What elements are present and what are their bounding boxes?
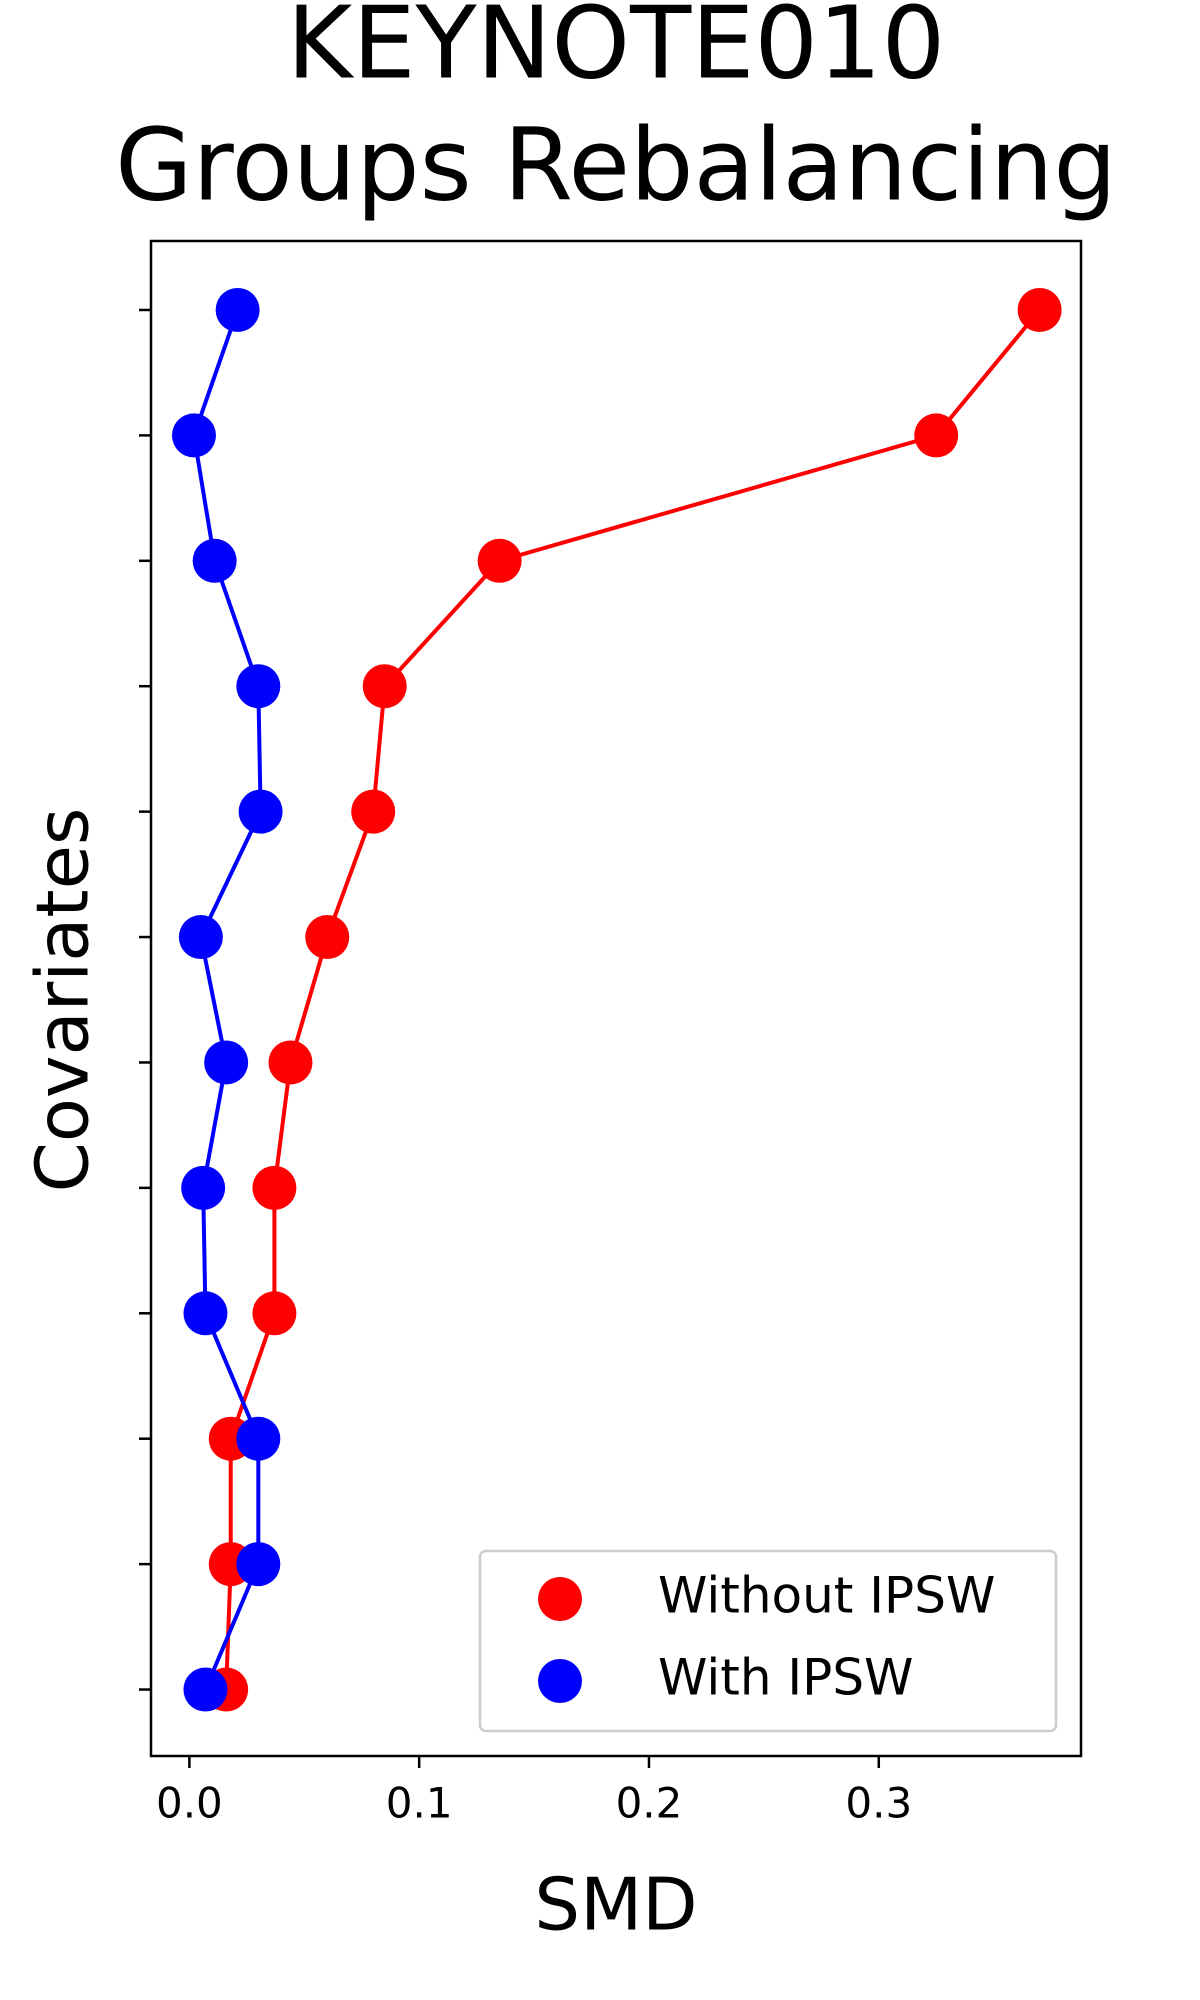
series-point: [171, 413, 216, 458]
series-point: [477, 538, 522, 583]
series-point: [268, 1040, 313, 1085]
plot-frame: [149, 239, 1083, 1758]
series-point: [192, 538, 237, 583]
series-point: [183, 1291, 228, 1336]
y-axis-label: Covariates: [21, 808, 105, 1193]
series-point: [362, 664, 407, 709]
series-point: [305, 915, 350, 960]
series-point: [204, 1040, 249, 1085]
chart-title: KEYNOTE010: [287, 0, 946, 101]
x-tick-label: 0.3: [845, 1779, 912, 1828]
series-point: [351, 789, 396, 834]
series-point: [238, 789, 283, 834]
legend-box: [478, 1549, 1058, 1733]
series-point: [252, 1165, 297, 1210]
series-point: [1017, 287, 1062, 332]
legend-marker: [538, 1659, 582, 1703]
series-point: [914, 413, 959, 458]
x-tick-label: 0.0: [156, 1779, 223, 1828]
series-line: [224, 308, 1042, 1690]
legend-marker: [538, 1577, 582, 1621]
series-point: [236, 1542, 281, 1587]
series-line: [191, 309, 263, 1691]
series-point: [183, 1667, 228, 1712]
chart-title: Groups Rebalancing: [115, 106, 1117, 223]
series-point: [252, 1291, 297, 1336]
legend-label: With IPSW: [658, 1649, 914, 1707]
series-point: [181, 1165, 226, 1210]
x-axis-label: SMD: [534, 1863, 697, 1947]
series-point: [236, 664, 281, 709]
series-point: [178, 915, 223, 960]
series-point: [236, 1416, 281, 1461]
x-tick-label: 0.1: [386, 1779, 453, 1828]
x-tick-label: 0.2: [616, 1779, 683, 1828]
series-point: [215, 287, 260, 332]
legend-label: Without IPSW: [658, 1567, 995, 1625]
